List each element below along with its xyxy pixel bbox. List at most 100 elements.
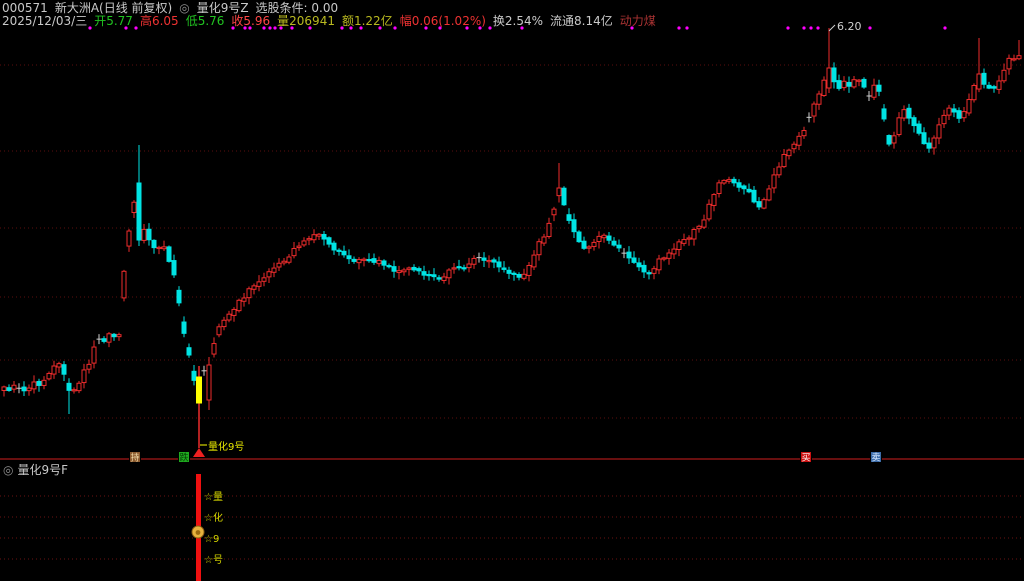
candle-up — [776, 166, 782, 176]
candle-up — [41, 379, 47, 386]
signal-dot — [231, 26, 235, 30]
candle-down — [456, 266, 462, 269]
candle-down — [641, 264, 647, 273]
event-marker-text: 持 — [130, 452, 139, 464]
candle-down — [426, 273, 432, 277]
candle-up — [826, 67, 832, 89]
candle-up — [51, 365, 57, 375]
subpanel-indicator-name: 量化9号F — [17, 463, 69, 477]
candle-down — [571, 219, 577, 233]
signal-label: 量化9号 — [208, 440, 244, 453]
candle-up — [526, 265, 532, 276]
candle-up — [226, 313, 232, 321]
candle-up — [556, 187, 562, 197]
candle-down — [61, 364, 67, 375]
candle-down — [171, 260, 177, 276]
candle-up — [266, 271, 272, 278]
candle-up — [721, 179, 727, 184]
candle-up — [11, 384, 17, 390]
quote-float: 流通8.14亿 — [550, 14, 613, 28]
candle-down — [836, 80, 842, 89]
candle-down — [986, 84, 992, 89]
candle-up — [946, 107, 952, 116]
event-marker-text: 卖 — [871, 453, 880, 464]
candle-up — [546, 222, 552, 238]
candle-down — [951, 108, 957, 113]
candle-up — [246, 288, 252, 299]
signal-dot — [465, 26, 469, 30]
candle-up — [241, 297, 247, 302]
candle-up — [256, 281, 262, 287]
signal-dot — [802, 26, 806, 30]
candle-down — [911, 117, 917, 127]
signal-dot — [393, 26, 397, 30]
candle-up — [441, 276, 447, 282]
candle-up — [711, 194, 717, 206]
candle-up — [221, 319, 227, 328]
candle-down — [341, 250, 347, 256]
signal-dot — [438, 26, 442, 30]
subpanel-title: ◎ 量化9号F — [3, 464, 68, 476]
signal-dot — [290, 26, 294, 30]
candle-down — [36, 380, 42, 386]
candle-up — [671, 248, 677, 255]
main-indicator-name: 量化9号Z — [196, 1, 249, 15]
candle-up — [106, 333, 112, 343]
candle-up — [446, 269, 452, 279]
candle-up — [966, 99, 972, 114]
candle-up — [551, 208, 557, 216]
candle-down — [846, 81, 852, 87]
candle-up — [691, 229, 697, 240]
candle-down — [616, 244, 622, 249]
indicator-collapse-icon[interactable]: ◎ — [179, 1, 190, 15]
signal-dot — [248, 26, 252, 30]
signal-candle-body — [196, 376, 202, 404]
quote-open: 开5.77 — [94, 14, 133, 28]
candle-down — [136, 182, 142, 241]
candle-down — [886, 135, 892, 145]
candle-up — [936, 124, 942, 139]
quote-turnover: 换2.54% — [492, 14, 544, 28]
candle-up — [126, 230, 132, 247]
candle-up — [996, 80, 1002, 90]
candle-down — [506, 269, 512, 274]
candle-down — [566, 214, 572, 221]
candle-down — [111, 333, 117, 338]
signal-dot — [124, 26, 128, 30]
candle-up — [486, 259, 492, 263]
quote-low: 低5.76 — [185, 14, 225, 28]
candle-up — [466, 263, 472, 269]
candle-up — [681, 239, 687, 244]
candle-up — [311, 234, 317, 241]
candle-down — [581, 240, 587, 249]
candle-up — [296, 245, 302, 249]
candle-up — [596, 235, 602, 243]
candle-down — [481, 257, 487, 261]
high-price-label: 6.20 — [837, 20, 862, 33]
candle-up — [76, 382, 82, 392]
candle-up — [356, 259, 362, 264]
industry-tag[interactable]: 动力煤 — [619, 14, 656, 28]
candle-down — [386, 265, 392, 268]
candle-down — [981, 72, 987, 85]
candle-up — [261, 277, 267, 282]
candle-down — [631, 257, 637, 263]
candle-up — [766, 188, 772, 201]
signal-dot — [273, 26, 277, 30]
candle-up — [676, 241, 682, 250]
candle-up — [976, 73, 982, 90]
candle-down — [516, 273, 522, 278]
candle-up — [121, 270, 127, 299]
signal-dot — [268, 26, 272, 30]
candle-up — [871, 84, 877, 98]
stock-code: 000571 — [2, 1, 48, 15]
candle-down — [916, 123, 922, 134]
indicator-collapse-icon[interactable]: ◎ — [3, 463, 14, 477]
candle-down — [166, 246, 172, 262]
buy-triangle-marker — [193, 448, 205, 457]
candle-down — [496, 261, 502, 268]
candle-down — [921, 132, 927, 145]
candle-up — [91, 346, 97, 364]
candle-down — [366, 259, 372, 262]
header-line2: 2025/12/03/三 开5.77 高6.05 低5.76 收5.96 量20… — [2, 15, 656, 27]
